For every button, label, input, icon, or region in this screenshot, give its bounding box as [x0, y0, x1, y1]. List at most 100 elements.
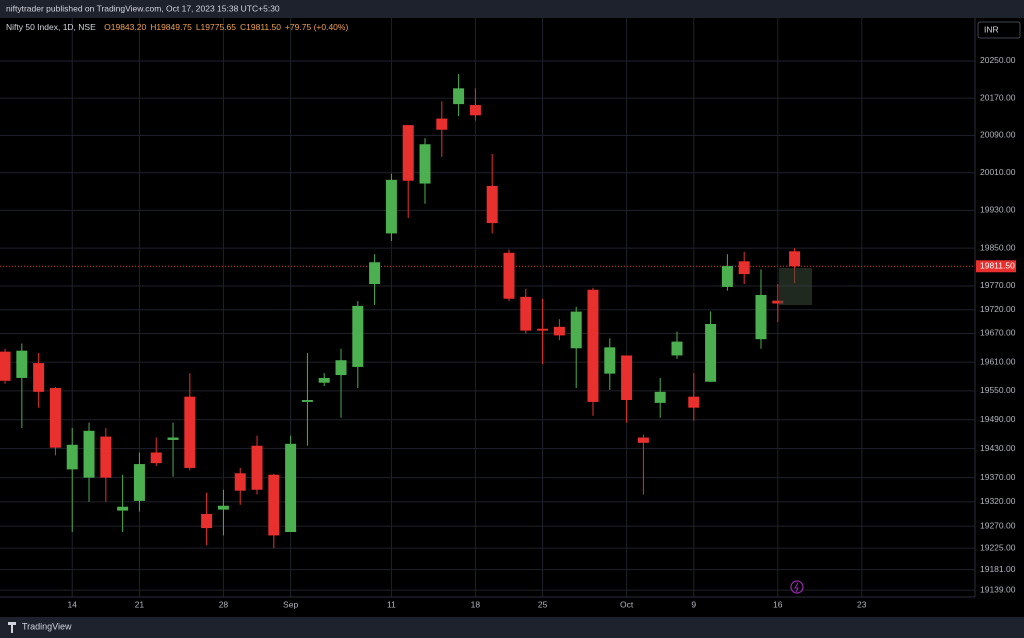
- candle-body: [537, 328, 549, 331]
- candle-body: [469, 105, 481, 116]
- candle-body: [654, 391, 666, 403]
- currency: INR: [984, 24, 999, 34]
- y-tick-label: 19490.00: [980, 414, 1016, 424]
- candle-body: [100, 436, 112, 478]
- y-tick-label: 20010.00: [980, 167, 1016, 177]
- last-price-tag: [976, 260, 1016, 273]
- y-tick-label: 19370.00: [980, 472, 1016, 482]
- x-tick-label: 18: [471, 599, 481, 609]
- x-tick-label: 16: [773, 599, 783, 609]
- candle-body: [520, 296, 532, 331]
- candle-body: [318, 377, 330, 383]
- candle-body: [402, 125, 414, 181]
- candle-body: [738, 261, 750, 275]
- candle-body: [234, 473, 246, 491]
- ohlc-value: H19849.75: [150, 22, 192, 32]
- candle-body: [772, 300, 784, 304]
- y-tick-label: 19930.00: [980, 205, 1016, 215]
- candle-body: [587, 289, 599, 402]
- candle-body: [637, 437, 649, 443]
- candle-body: [385, 179, 397, 234]
- y-tick-label: 19225.00: [980, 542, 1016, 552]
- x-tick-label: 9: [691, 599, 696, 609]
- candle-body: [705, 323, 717, 382]
- candle-body: [285, 443, 297, 533]
- candle-body: [755, 294, 767, 340]
- y-tick-label: 19430.00: [980, 443, 1016, 453]
- candle-body: [419, 144, 431, 184]
- x-tick-label: Sep: [283, 599, 298, 609]
- price-axis: [975, 18, 1024, 617]
- y-tick-label: 19270.00: [980, 520, 1016, 530]
- candle-body: [570, 311, 582, 349]
- candle-body: [167, 437, 179, 440]
- x-tick-label: 25: [538, 599, 548, 609]
- currency-box[interactable]: [977, 21, 1021, 39]
- y-tick-label: 20090.00: [980, 130, 1016, 140]
- candle-body: [150, 452, 162, 464]
- ohlc-value: O19843.20: [104, 22, 146, 32]
- candle-body: [721, 266, 733, 287]
- candle-body: [49, 388, 61, 448]
- drawing-box: [779, 268, 812, 305]
- y-tick-label: 19720.00: [980, 304, 1016, 314]
- candle-body: [604, 347, 616, 374]
- symbol-legend: Nifty 50 Index, 1D, NSE O19843.20 H19849.…: [6, 22, 348, 32]
- publisher-note: niftytrader published on TradingView.com…: [6, 3, 280, 13]
- candle-body: [369, 262, 381, 285]
- y-tick-label: 19181.00: [980, 564, 1016, 574]
- candle-body: [335, 360, 347, 376]
- brand: TradingView: [22, 621, 72, 631]
- ohlc-value: L19775.65: [196, 22, 236, 32]
- candle-body: [789, 251, 801, 267]
- y-tick-label: 20250.00: [980, 55, 1016, 65]
- candle-body: [503, 252, 515, 299]
- candle-body: [268, 474, 280, 536]
- candle-body: [251, 445, 263, 490]
- candle-body: [688, 396, 700, 408]
- y-tick-label: 20170.00: [980, 92, 1016, 102]
- x-tick-label: Oct: [620, 599, 634, 609]
- last-price-label: 19811.50: [980, 261, 1015, 271]
- candle-body: [217, 505, 229, 510]
- candle-body: [184, 396, 196, 468]
- y-tick-label: 19770.00: [980, 280, 1016, 290]
- candle-body: [0, 351, 11, 381]
- candle-body: [16, 350, 28, 378]
- candle-body: [621, 355, 633, 401]
- ohlc-value: +79.75 (+0.40%): [285, 22, 348, 32]
- symbol: Nifty 50 Index, 1D, NSE: [6, 22, 96, 32]
- candle-body: [133, 464, 145, 501]
- candle-body: [453, 88, 465, 105]
- plot-area: [0, 18, 975, 597]
- candle-body: [553, 326, 565, 336]
- logo: [8, 622, 16, 633]
- x-tick-label: 11: [387, 599, 396, 609]
- top-bar: [0, 0, 1024, 18]
- candle-body: [83, 430, 95, 478]
- candle-body: [201, 514, 213, 529]
- x-tick-label: 28: [219, 599, 229, 609]
- y-tick-label: 19139.00: [980, 584, 1016, 594]
- candle-body: [486, 185, 498, 224]
- y-tick-label: 19320.00: [980, 496, 1016, 506]
- event-icon-bolt: [794, 582, 799, 593]
- candle-body: [436, 118, 448, 130]
- x-tick-label: 21: [135, 599, 145, 609]
- y-tick-label: 19550.00: [980, 385, 1016, 395]
- candle-body: [33, 363, 45, 392]
- event-icon[interactable]: [790, 580, 804, 594]
- x-tick-label: 14: [68, 599, 78, 609]
- ohlc-value: C19811.50: [240, 22, 281, 32]
- candle-body: [301, 400, 313, 402]
- y-tick-label: 19850.00: [980, 242, 1016, 252]
- y-tick-label: 19670.00: [980, 328, 1016, 338]
- candle-body: [66, 444, 78, 470]
- x-tick-label: 23: [857, 599, 867, 609]
- candle-body: [671, 341, 683, 356]
- candle-body: [117, 506, 129, 511]
- candle-body: [352, 305, 364, 367]
- y-tick-label: 19610.00: [980, 356, 1016, 366]
